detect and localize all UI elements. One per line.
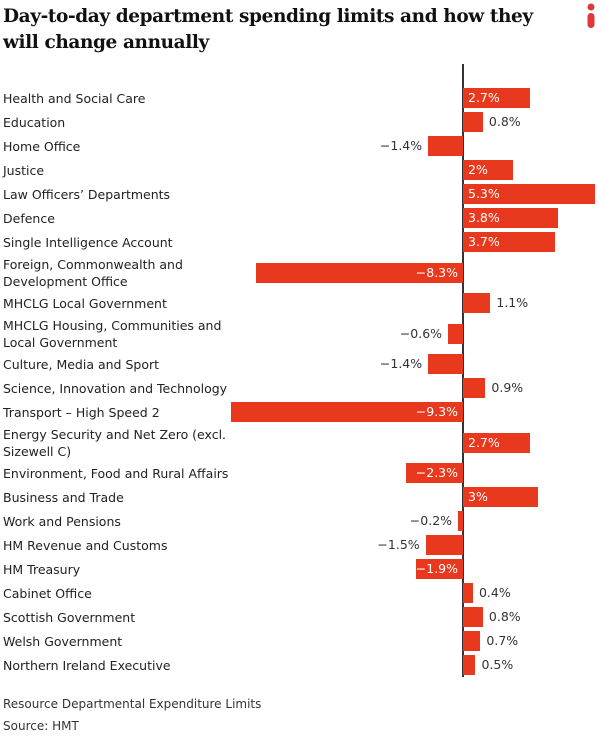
bar — [463, 293, 491, 313]
bar — [463, 160, 513, 180]
data-label: 5.3% — [468, 186, 500, 201]
data-label: 0.5% — [481, 657, 514, 672]
bar — [428, 354, 463, 374]
bar — [463, 607, 483, 627]
data-label: 0.8% — [488, 609, 521, 624]
category-label: Welsh Government — [3, 633, 123, 649]
data-label: −8.3% — [415, 264, 458, 280]
bar — [425, 535, 463, 555]
data-label: 3.7% — [468, 234, 500, 249]
logo-i-icon — [587, 3, 595, 28]
bar — [463, 432, 531, 453]
category-label: Single Intelligence Account — [3, 234, 173, 250]
data-label: −9.3% — [415, 404, 458, 419]
data-label: −0.6% — [399, 325, 443, 341]
bar — [463, 232, 556, 252]
data-label: −1.5% — [377, 537, 420, 552]
category-label: Environment, Food and Rural Affairs — [3, 465, 229, 481]
category-label: Health and Social Care — [3, 90, 146, 106]
chart-title: Day-to-day department spending limits an… — [3, 6, 533, 53]
bar — [463, 631, 481, 651]
bar — [256, 262, 463, 283]
bar — [463, 583, 473, 603]
data-label: −1.9% — [415, 561, 458, 576]
bar — [428, 136, 463, 156]
bar — [463, 88, 531, 108]
category-label: MHCLG Housing, Communities and Local Gov… — [3, 317, 222, 350]
bar — [463, 655, 476, 675]
category-label: Energy Security and Net Zero (excl. Size… — [3, 426, 227, 459]
category-label: Work and Pensions — [3, 513, 121, 529]
data-label: −1.4% — [379, 356, 423, 371]
category-label: Science, Innovation and Technology — [3, 380, 228, 396]
footer-note: Resource Departmental Expenditure Limits — [3, 697, 262, 711]
category-label: Scottish Government — [3, 609, 136, 625]
category-label: Cabinet Office — [3, 585, 92, 601]
bar — [458, 511, 463, 531]
data-label: 0.9% — [491, 380, 524, 395]
data-label: 2.7% — [468, 434, 500, 450]
category-label: HM Revenue and Customs — [3, 537, 168, 553]
category-label: HM Treasury — [3, 561, 81, 577]
data-label: 0.7% — [486, 633, 519, 648]
category-label: Home Office — [3, 138, 81, 154]
data-label: 3% — [468, 489, 488, 504]
category-label: Transport – High Speed 2 — [3, 404, 160, 420]
bar — [463, 184, 595, 204]
category-label: Defence — [3, 210, 55, 226]
bar — [463, 112, 483, 132]
data-label: 2% — [468, 162, 488, 177]
bar — [463, 378, 486, 398]
bar — [415, 559, 463, 579]
category-label: Culture, Media and Sport — [3, 356, 160, 372]
data-label: 0.8% — [488, 114, 521, 129]
footer-source: Source: HMT — [3, 719, 79, 733]
category-label: Business and Trade — [3, 489, 124, 505]
category-label: Northern Ireland Executive — [3, 657, 171, 673]
category-label: Education — [3, 114, 66, 130]
data-label: 3.8% — [468, 210, 500, 225]
zero-axis-line — [462, 64, 464, 677]
data-label: 2.7% — [468, 90, 500, 105]
data-label: −2.3% — [415, 465, 458, 480]
data-label: −0.2% — [409, 513, 453, 528]
bar — [463, 208, 558, 228]
bar — [231, 402, 463, 422]
data-label: 1.1% — [496, 295, 529, 310]
bar — [405, 463, 463, 483]
category-label: Foreign, Commonwealth and Development Of… — [3, 256, 183, 289]
category-label: Justice — [3, 162, 45, 178]
data-label: −1.4% — [379, 138, 423, 153]
bar — [463, 487, 538, 507]
category-label: Law Officers’ Departments — [3, 186, 171, 202]
category-label: MHCLG Local Government — [3, 295, 167, 311]
bar — [448, 323, 463, 344]
data-label: 0.4% — [478, 585, 511, 600]
